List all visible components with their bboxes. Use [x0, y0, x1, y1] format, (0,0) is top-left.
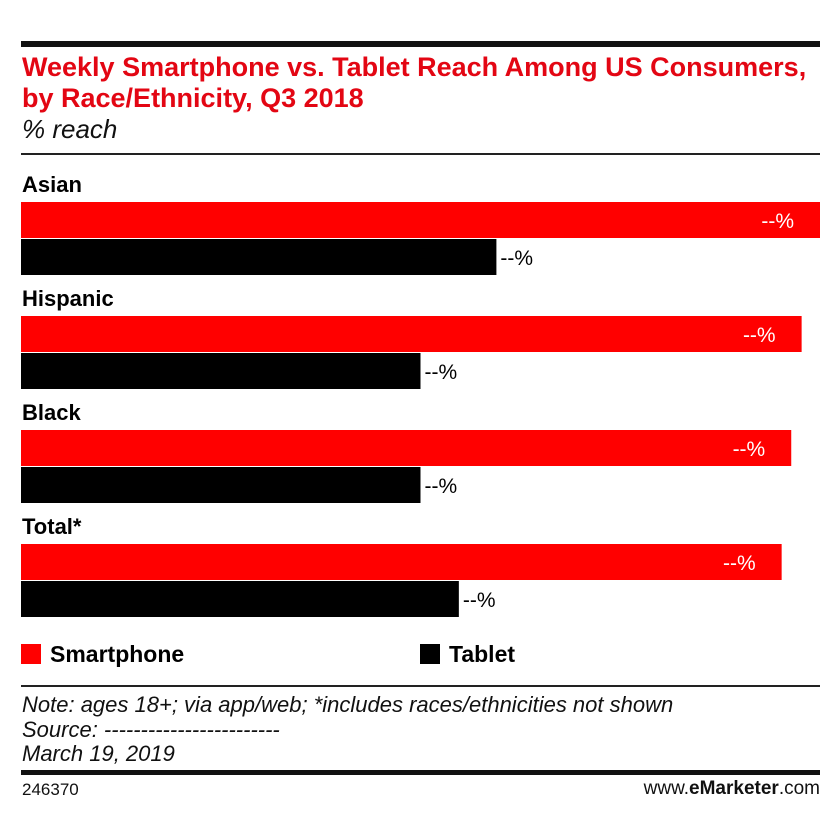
data-label-smartphone-total: --% — [723, 552, 756, 575]
legend-label-tablet: Tablet — [449, 640, 516, 667]
chart-subtitle: % reach — [22, 114, 118, 144]
bar-tablet-asian — [21, 239, 497, 275]
data-label-tablet-total: --% — [463, 589, 496, 612]
bar-smartphone-asian — [21, 202, 820, 238]
data-label-smartphone-asian: --% — [761, 210, 794, 233]
bar-chart: Asian --% --% Hispanic --% --% Black --% --% Tota… — [21, 172, 820, 617]
category-label-asian: Asian — [22, 172, 82, 197]
footer-note: Note: ages 18+; via app/web; *includes r… — [22, 692, 674, 717]
data-label-tablet-black: --% — [425, 475, 458, 498]
bar-tablet-total — [21, 581, 459, 617]
bar-smartphone-total — [21, 544, 782, 580]
legend-swatch-tablet — [420, 644, 440, 664]
legend-swatch-smartphone — [21, 644, 41, 664]
footer-date: March 19, 2019 — [22, 741, 175, 766]
legend-item-tablet: Tablet — [420, 640, 515, 668]
data-label-tablet-asian: --% — [500, 247, 533, 270]
brand-link[interactable]: www.eMarketer.com — [644, 778, 820, 800]
header-rule — [21, 153, 820, 155]
data-label-smartphone-black: --% — [733, 438, 766, 461]
bottom-rule — [21, 770, 820, 775]
bar-smartphone-black — [21, 430, 792, 466]
data-label-tablet-hispanic: --% — [425, 361, 458, 384]
brand-prefix: www. — [643, 778, 690, 799]
bar-tablet-black — [21, 467, 421, 503]
top-rule — [21, 41, 820, 47]
legend-label-smartphone: Smartphone — [50, 640, 185, 667]
chart-title: Weekly Smartphone vs. Tablet Reach Among… — [22, 52, 807, 113]
data-label-smartphone-hispanic: --% — [743, 324, 776, 347]
brand-suffix: .com — [778, 778, 820, 799]
bar-tablet-hispanic — [21, 353, 421, 389]
chart-id: 246370 — [22, 780, 79, 799]
category-label-black: Black — [22, 400, 81, 425]
category-label-hispanic: Hispanic — [22, 286, 114, 311]
footer-source: Source: ------------------------ — [22, 717, 280, 742]
footer-rule — [21, 685, 820, 687]
legend-item-smartphone: Smartphone — [21, 640, 184, 668]
bar-smartphone-hispanic — [21, 316, 802, 352]
brand-name: eMarketer — [689, 778, 779, 799]
category-label-total: Total* — [22, 514, 82, 539]
